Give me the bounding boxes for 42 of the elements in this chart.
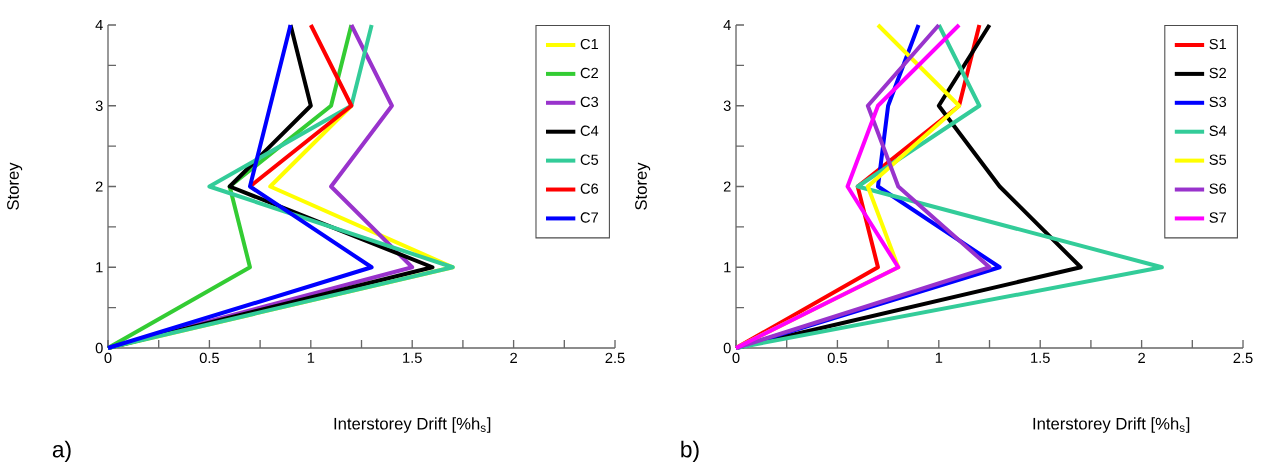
x-tick-label: 2 (510, 352, 517, 363)
legend-label: S5 (1209, 154, 1227, 165)
y-tick-label: 0 (723, 342, 731, 354)
x-tick-label: 1 (307, 352, 315, 363)
y-axis-title: Storey (635, 162, 651, 210)
y-tick-label: 2 (95, 181, 103, 192)
x-tick-label: 0 (732, 352, 740, 364)
legend-label: S2 (1209, 67, 1227, 79)
x-axis-title: Interstorey Drift [%h$_{s}$] (334, 417, 491, 433)
x-tick-label: 1.5 (1031, 352, 1050, 363)
legend-label: C4 (580, 125, 599, 136)
x-tick-label: 0.5 (199, 352, 219, 364)
x-tick-label: 1.5 (403, 352, 422, 363)
legend-label: C7 (580, 212, 598, 223)
x-tick-label: 0.5 (827, 352, 847, 364)
x-tick-label: 2 (1138, 352, 1145, 363)
x-axis-title: Interstorey Drift [%h$_{s}$] (1033, 417, 1190, 433)
legend-label: C2 (580, 67, 598, 79)
y-tick-label: 3 (723, 100, 731, 111)
text: a) (52, 440, 71, 462)
text: b) (681, 440, 699, 462)
legend-label: S6 (1209, 183, 1227, 194)
legend-label: C1 (580, 38, 599, 50)
legend-label: S7 (1209, 212, 1227, 223)
y-tick-label: 2 (723, 181, 731, 192)
legend-label: C6 (580, 183, 599, 194)
y-axis-title: Storey (7, 162, 23, 210)
legend-label: S4 (1209, 125, 1227, 136)
y-tick-label: 1 (724, 262, 731, 273)
y-tick-label: 4 (95, 19, 103, 31)
y-tick-label: 4 (723, 19, 731, 31)
y-tick-label: 0 (95, 342, 103, 354)
x-tick-label: 1 (935, 352, 943, 363)
x-tick-label: 2.5 (1233, 352, 1253, 364)
legend-label: C3 (580, 96, 599, 108)
legend-label: S1 (1209, 38, 1227, 50)
x-tick-label: 0 (104, 352, 112, 364)
y-tick-label: 1 (96, 262, 103, 273)
legend-label: C5 (580, 154, 599, 165)
y-tick-label: 3 (95, 100, 103, 111)
legend-label: S3 (1209, 96, 1227, 108)
x-tick-label: 2.5 (605, 352, 625, 364)
